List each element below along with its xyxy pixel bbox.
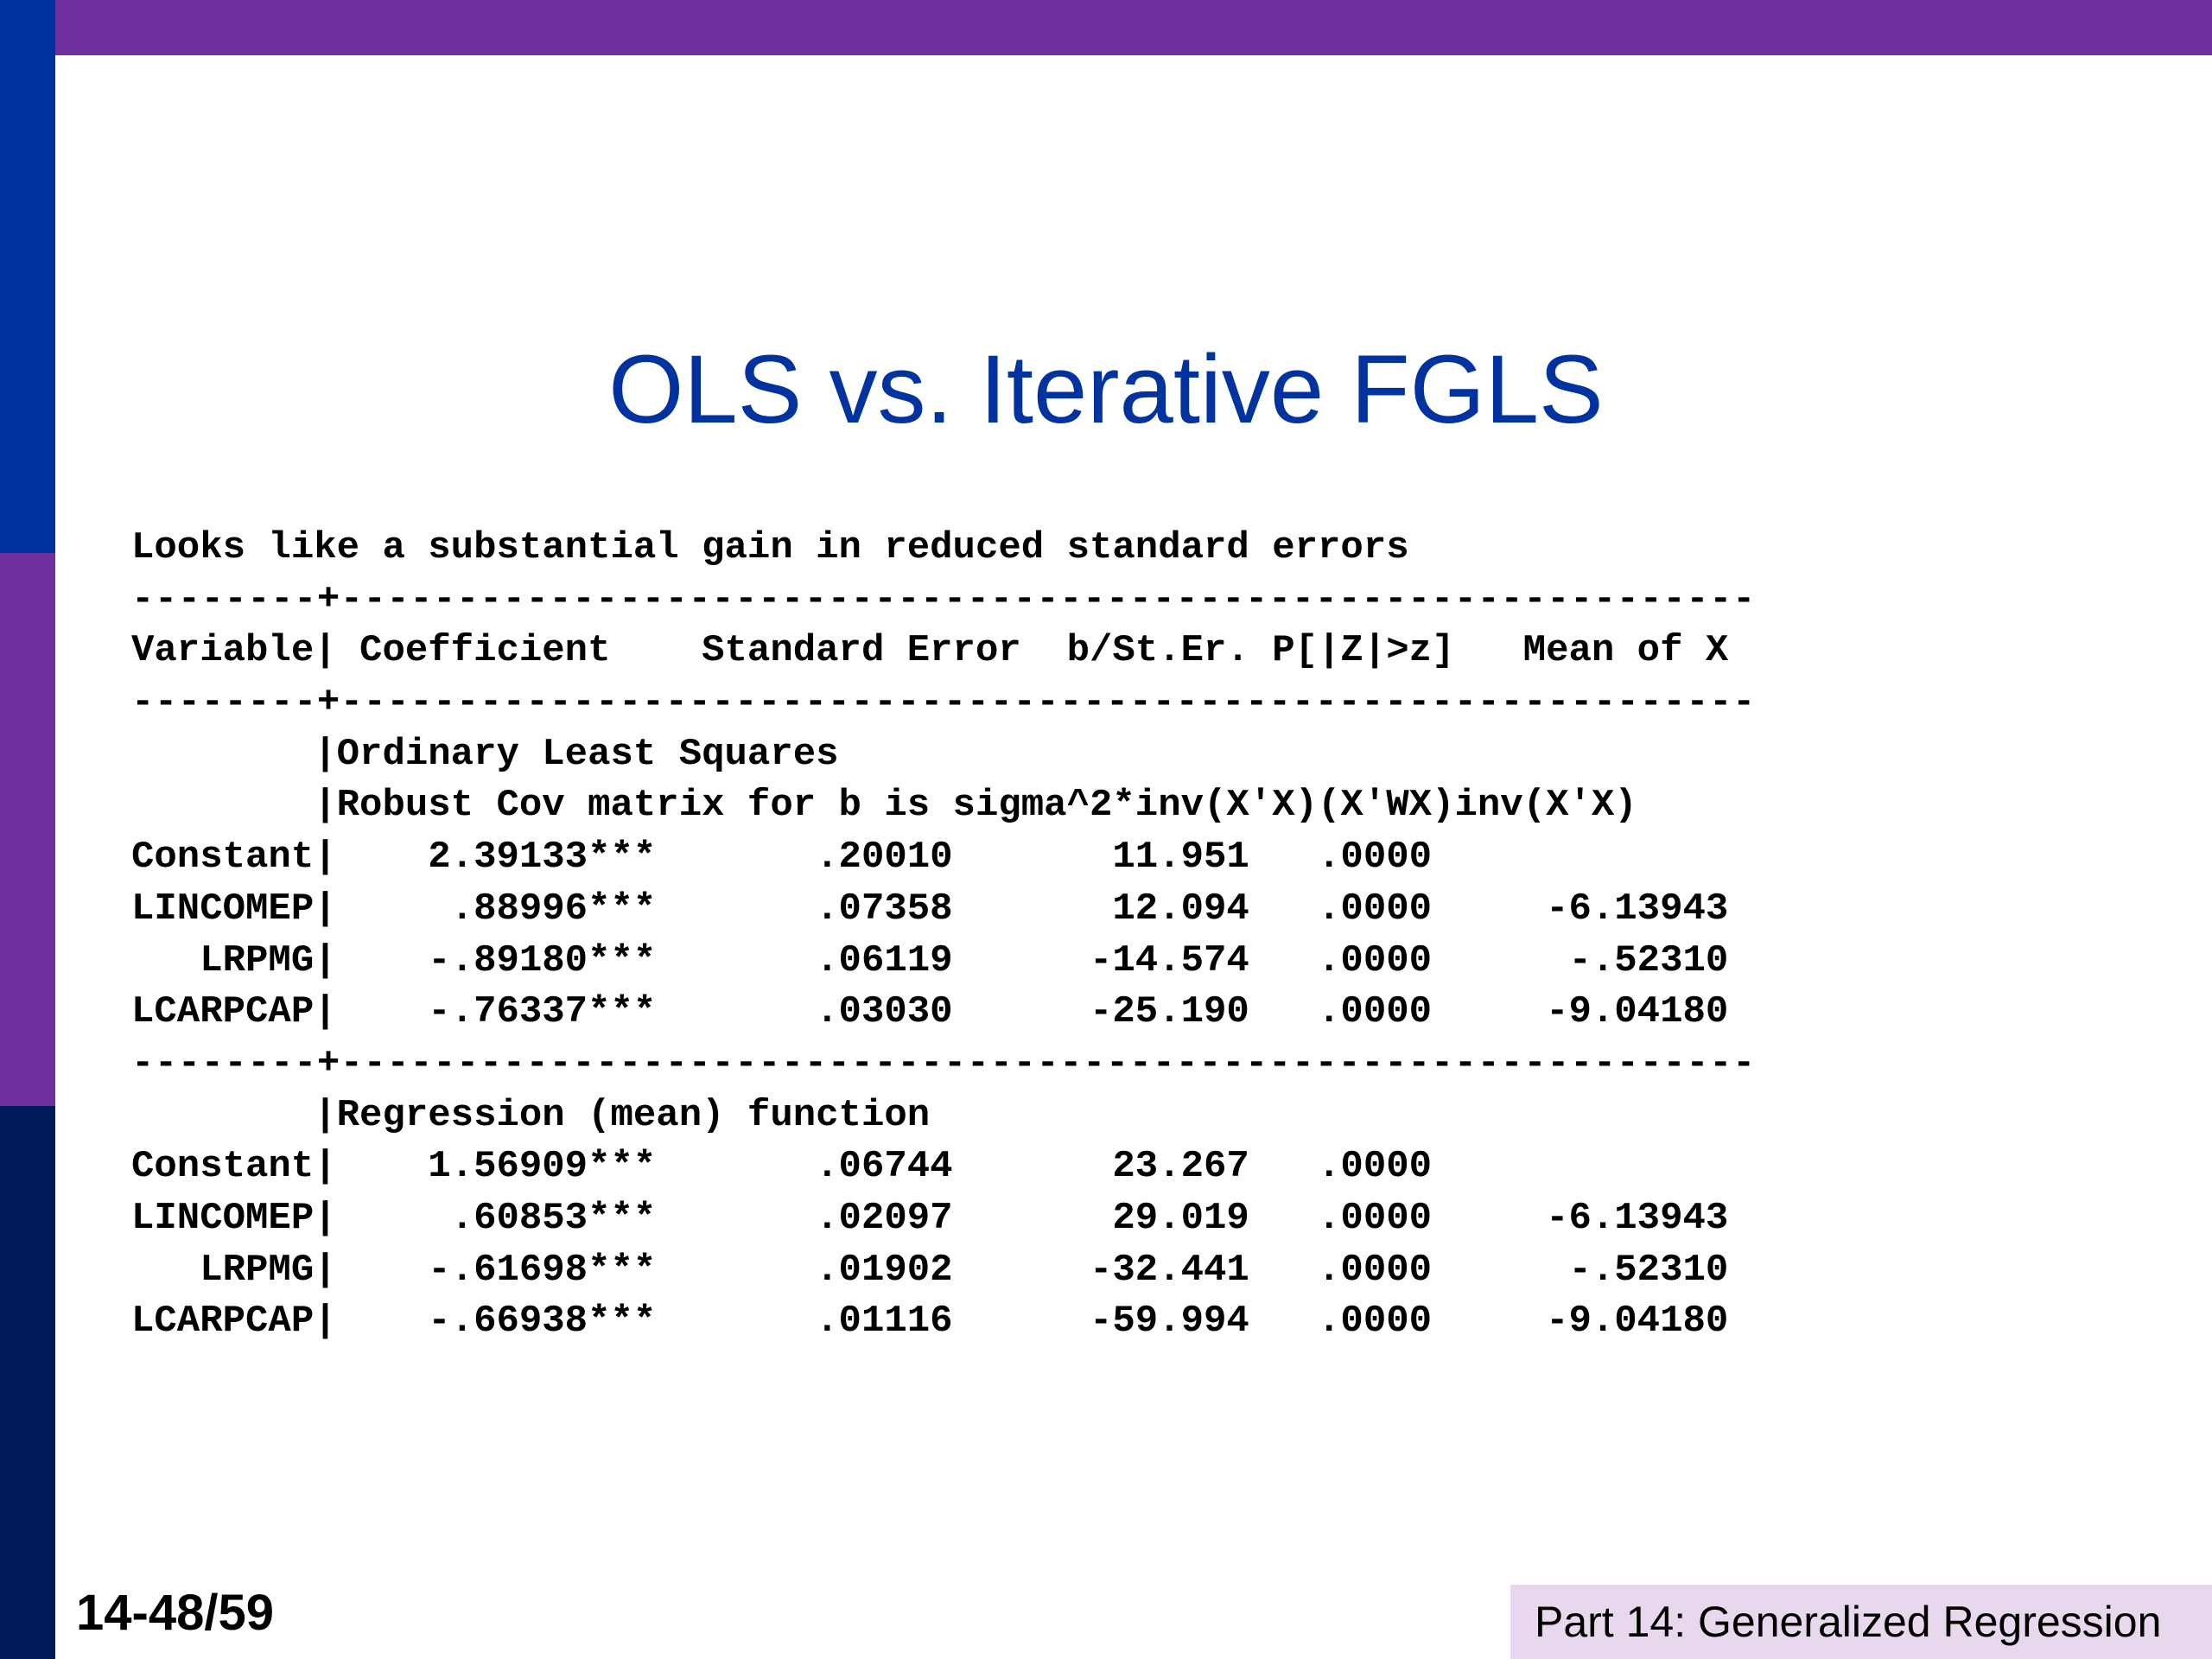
table-row: LRPMG| -.89180*** .06119 -14.574 .0000 -… <box>131 938 1729 982</box>
ols-section-heading: |Ordinary Least Squares <box>131 732 839 776</box>
separator-line: --------+-------------------------------… <box>131 1039 2145 1090</box>
separator-text: --------+-------------------------------… <box>131 577 1756 621</box>
footer-label-box: Part 14: Generalized Regression <box>1510 1585 2212 1659</box>
table-row: LINCOMEP| .88996*** .07358 12.094 .0000 … <box>131 887 1729 931</box>
page-number: 14-48/59 <box>76 1585 274 1641</box>
left-bar-purple-segment <box>0 553 55 1106</box>
table-row: LRPMG| -.61698*** .01902 -32.441 .0000 -… <box>131 1248 1729 1292</box>
intro-line: Looks like a substantial gain in reduced… <box>131 526 1409 569</box>
table-row: Constant| 1.56909*** .06744 23.267 .0000 <box>131 1145 1433 1189</box>
separator-line: --------+-------------------------------… <box>131 677 2145 729</box>
left-bar-blue-segment <box>0 0 55 553</box>
fgls-section-heading: |Regression (mean) function <box>131 1093 931 1137</box>
regression-output: Looks like a substantial gain in reduced… <box>131 523 2145 1348</box>
left-accent-bar <box>0 0 55 1659</box>
table-row: Constant| 2.39133*** .20010 11.951 .0000 <box>131 836 1433 880</box>
separator-text: --------+-------------------------------… <box>131 1041 1756 1085</box>
left-bar-navy-segment <box>0 1106 55 1659</box>
footer-label: Part 14: Generalized Regression <box>1535 1598 2162 1646</box>
separator-line: --------+-------------------------------… <box>131 575 2145 626</box>
table-row: LCARPCAP| -.66938*** .01116 -59.994 .000… <box>131 1300 1729 1344</box>
slide-title: OLS vs. Iterative FGLS <box>608 335 1604 443</box>
top-accent-bar <box>0 0 2212 55</box>
table-row: LINCOMEP| .60853*** .02097 29.019 .0000 … <box>131 1196 1729 1240</box>
column-header-line: Variable| Coefficient Standard Error b/S… <box>131 629 1729 673</box>
table-row: LCARPCAP| -.76337*** .03030 -25.190 .000… <box>131 990 1729 1034</box>
ols-covariance-note: |Robust Cov matrix for b is sigma^2*inv(… <box>131 784 1637 828</box>
separator-text: --------+-------------------------------… <box>131 681 1756 725</box>
